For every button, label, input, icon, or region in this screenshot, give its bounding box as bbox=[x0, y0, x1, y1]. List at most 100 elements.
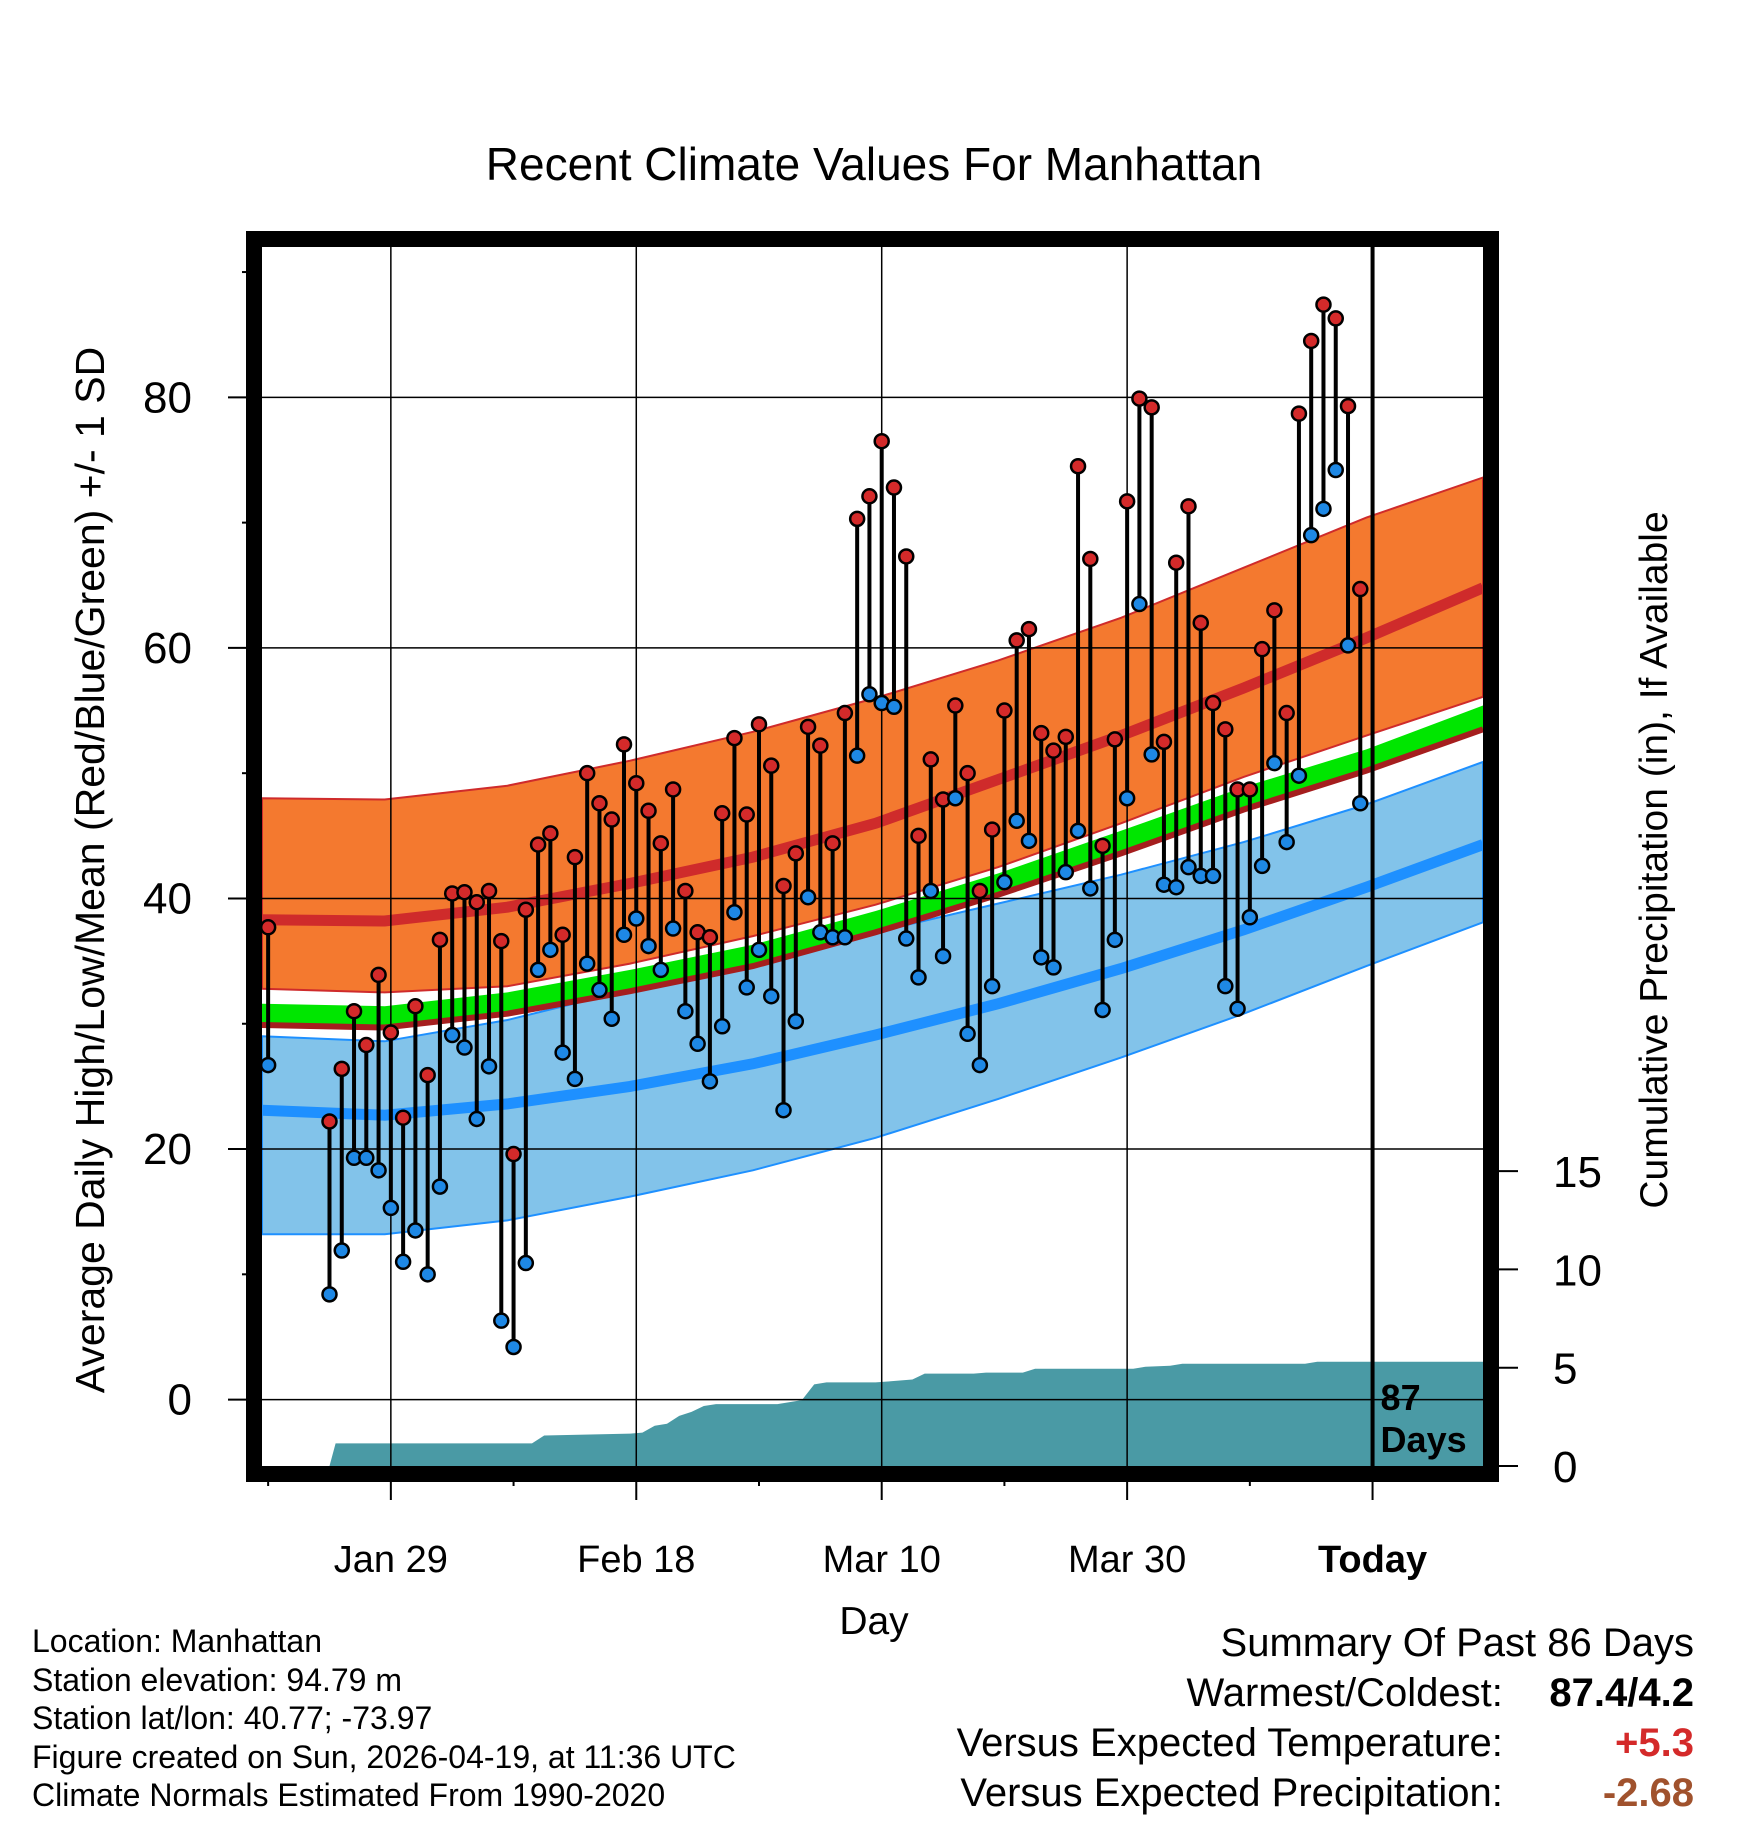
daily-high-point bbox=[1057, 728, 1075, 746]
daily-high-point bbox=[1032, 724, 1050, 742]
daily-low-point bbox=[1204, 867, 1222, 885]
daily-high-point bbox=[1204, 694, 1222, 712]
daily-low-point bbox=[947, 789, 964, 807]
daily-high-point bbox=[493, 932, 510, 950]
daily-low-point bbox=[370, 1162, 387, 1179]
daily-low-point bbox=[358, 1149, 375, 1167]
daily-high-point bbox=[394, 1109, 412, 1126]
daily-high-point bbox=[542, 825, 559, 842]
plot-frame bbox=[246, 231, 1499, 1482]
daily-high-point bbox=[419, 1066, 436, 1084]
daily-low-point bbox=[394, 1253, 412, 1271]
daily-high-point bbox=[1253, 640, 1271, 658]
daily-high-point bbox=[1302, 332, 1320, 350]
y2-tick-label: 5 bbox=[1553, 1345, 1577, 1394]
daily-high-point bbox=[517, 901, 535, 918]
daily-low-point bbox=[897, 930, 915, 947]
daily-low-point bbox=[799, 888, 817, 906]
daily-low-point bbox=[407, 1222, 424, 1239]
daily-high-point bbox=[1118, 493, 1136, 510]
daily-high-point bbox=[824, 835, 841, 852]
daily-high-point bbox=[1106, 731, 1124, 748]
daily-low-point bbox=[1045, 959, 1062, 976]
daily-low-point bbox=[1315, 500, 1332, 518]
daily-low-point bbox=[750, 941, 768, 959]
daily-high-point bbox=[971, 882, 989, 900]
summary-title: Summary Of Past 86 Days bbox=[1220, 1621, 1694, 1665]
daily-low-point bbox=[959, 1025, 976, 1043]
daily-low-point bbox=[763, 987, 780, 1005]
daily-low-point bbox=[1167, 878, 1185, 896]
climate-normals-note: Climate Normals Estimated From 1990-2020 bbox=[32, 1777, 666, 1814]
daily-low-point bbox=[542, 941, 559, 959]
daily-high-point bbox=[505, 1145, 522, 1163]
temp-anomaly-label: Versus Expected Temperature: bbox=[956, 1721, 1503, 1765]
daily-high-point bbox=[910, 827, 927, 845]
daily-low-point bbox=[468, 1110, 485, 1128]
daily-high-point bbox=[262, 919, 277, 936]
today-annotation-line: 87 bbox=[1381, 1377, 1421, 1418]
x-axis-label: Day bbox=[839, 1600, 909, 1643]
daily-low-point bbox=[1266, 754, 1283, 772]
daily-high-point bbox=[1167, 554, 1185, 571]
warmest-coldest-value: 87.4/4.2 bbox=[1549, 1671, 1694, 1715]
daily-high-point bbox=[959, 764, 976, 782]
daily-low-point bbox=[1020, 832, 1038, 850]
daily-low-point bbox=[1302, 526, 1320, 544]
daily-low-point bbox=[1229, 1000, 1246, 1017]
daily-low-point bbox=[1290, 767, 1308, 784]
daily-high-point bbox=[750, 716, 768, 733]
daily-low-point bbox=[652, 961, 670, 979]
station-info: Location: Manhattan Station elevation: 9… bbox=[32, 1622, 736, 1815]
low-normal-line bbox=[262, 839, 1483, 1121]
today-days-annotation: 87 Days bbox=[1381, 1377, 1467, 1460]
daily-high-point bbox=[799, 718, 817, 736]
y-tick-label: 20 bbox=[143, 1125, 192, 1174]
daily-low-point bbox=[1008, 812, 1025, 830]
daily-high-point bbox=[897, 548, 915, 565]
daily-high-point bbox=[1241, 781, 1259, 798]
summary-precip-row: Versus Expected Precipitation: -2.68 bbox=[957, 1768, 1694, 1818]
daily-low-point bbox=[1327, 461, 1344, 479]
y-tick-label: 0 bbox=[168, 1376, 192, 1425]
daily-low-point bbox=[701, 1073, 719, 1090]
daily-high-point bbox=[873, 432, 890, 450]
daily-low-point bbox=[1082, 880, 1099, 897]
daily-low-point bbox=[493, 1312, 510, 1329]
daily-low-point bbox=[566, 1070, 584, 1088]
station-latlon: Station lat/lon: 40.77; -73.97 bbox=[32, 1700, 433, 1737]
daily-low-point bbox=[689, 1035, 706, 1053]
daily-low-point bbox=[983, 977, 1001, 995]
daily-low-point bbox=[1143, 746, 1160, 763]
daily-low-point bbox=[603, 1010, 620, 1027]
mean-band-lower-edge bbox=[262, 726, 1483, 1031]
summary-warmest-coldest-row: Warmest/Coldest: 87.4/4.2 bbox=[957, 1668, 1695, 1718]
y2-tick-label: 10 bbox=[1553, 1246, 1602, 1295]
daily-high-point bbox=[358, 1036, 375, 1054]
daily-high-point bbox=[836, 704, 854, 722]
daily-high-point bbox=[591, 795, 608, 812]
daily-low-point bbox=[419, 1266, 436, 1283]
daily-low-point bbox=[713, 1018, 731, 1035]
daily-high-point bbox=[763, 757, 780, 774]
daily-low-point bbox=[836, 929, 854, 946]
daily-high-point bbox=[554, 926, 571, 944]
daily-high-point bbox=[566, 848, 584, 866]
daily-high-point bbox=[345, 1002, 363, 1020]
daily-low-point bbox=[321, 1286, 338, 1303]
daily-low-point bbox=[885, 698, 903, 716]
daily-high-point bbox=[1290, 405, 1308, 422]
daily-low-point bbox=[591, 981, 608, 999]
daily-high-point bbox=[664, 781, 682, 798]
daily-high-point bbox=[1069, 457, 1087, 475]
daily-low-point bbox=[517, 1254, 535, 1272]
daily-low-point bbox=[554, 1044, 571, 1061]
chart-title: Recent Climate Values For Manhattan bbox=[486, 138, 1262, 190]
daily-low-point bbox=[738, 979, 755, 996]
daily-low-point bbox=[1032, 949, 1050, 966]
daily-high-point bbox=[468, 893, 485, 911]
daily-high-point bbox=[922, 751, 940, 768]
x-tick-label: Today bbox=[1318, 1539, 1427, 1581]
daily-high-point bbox=[529, 836, 547, 853]
daily-high-point bbox=[578, 764, 596, 782]
